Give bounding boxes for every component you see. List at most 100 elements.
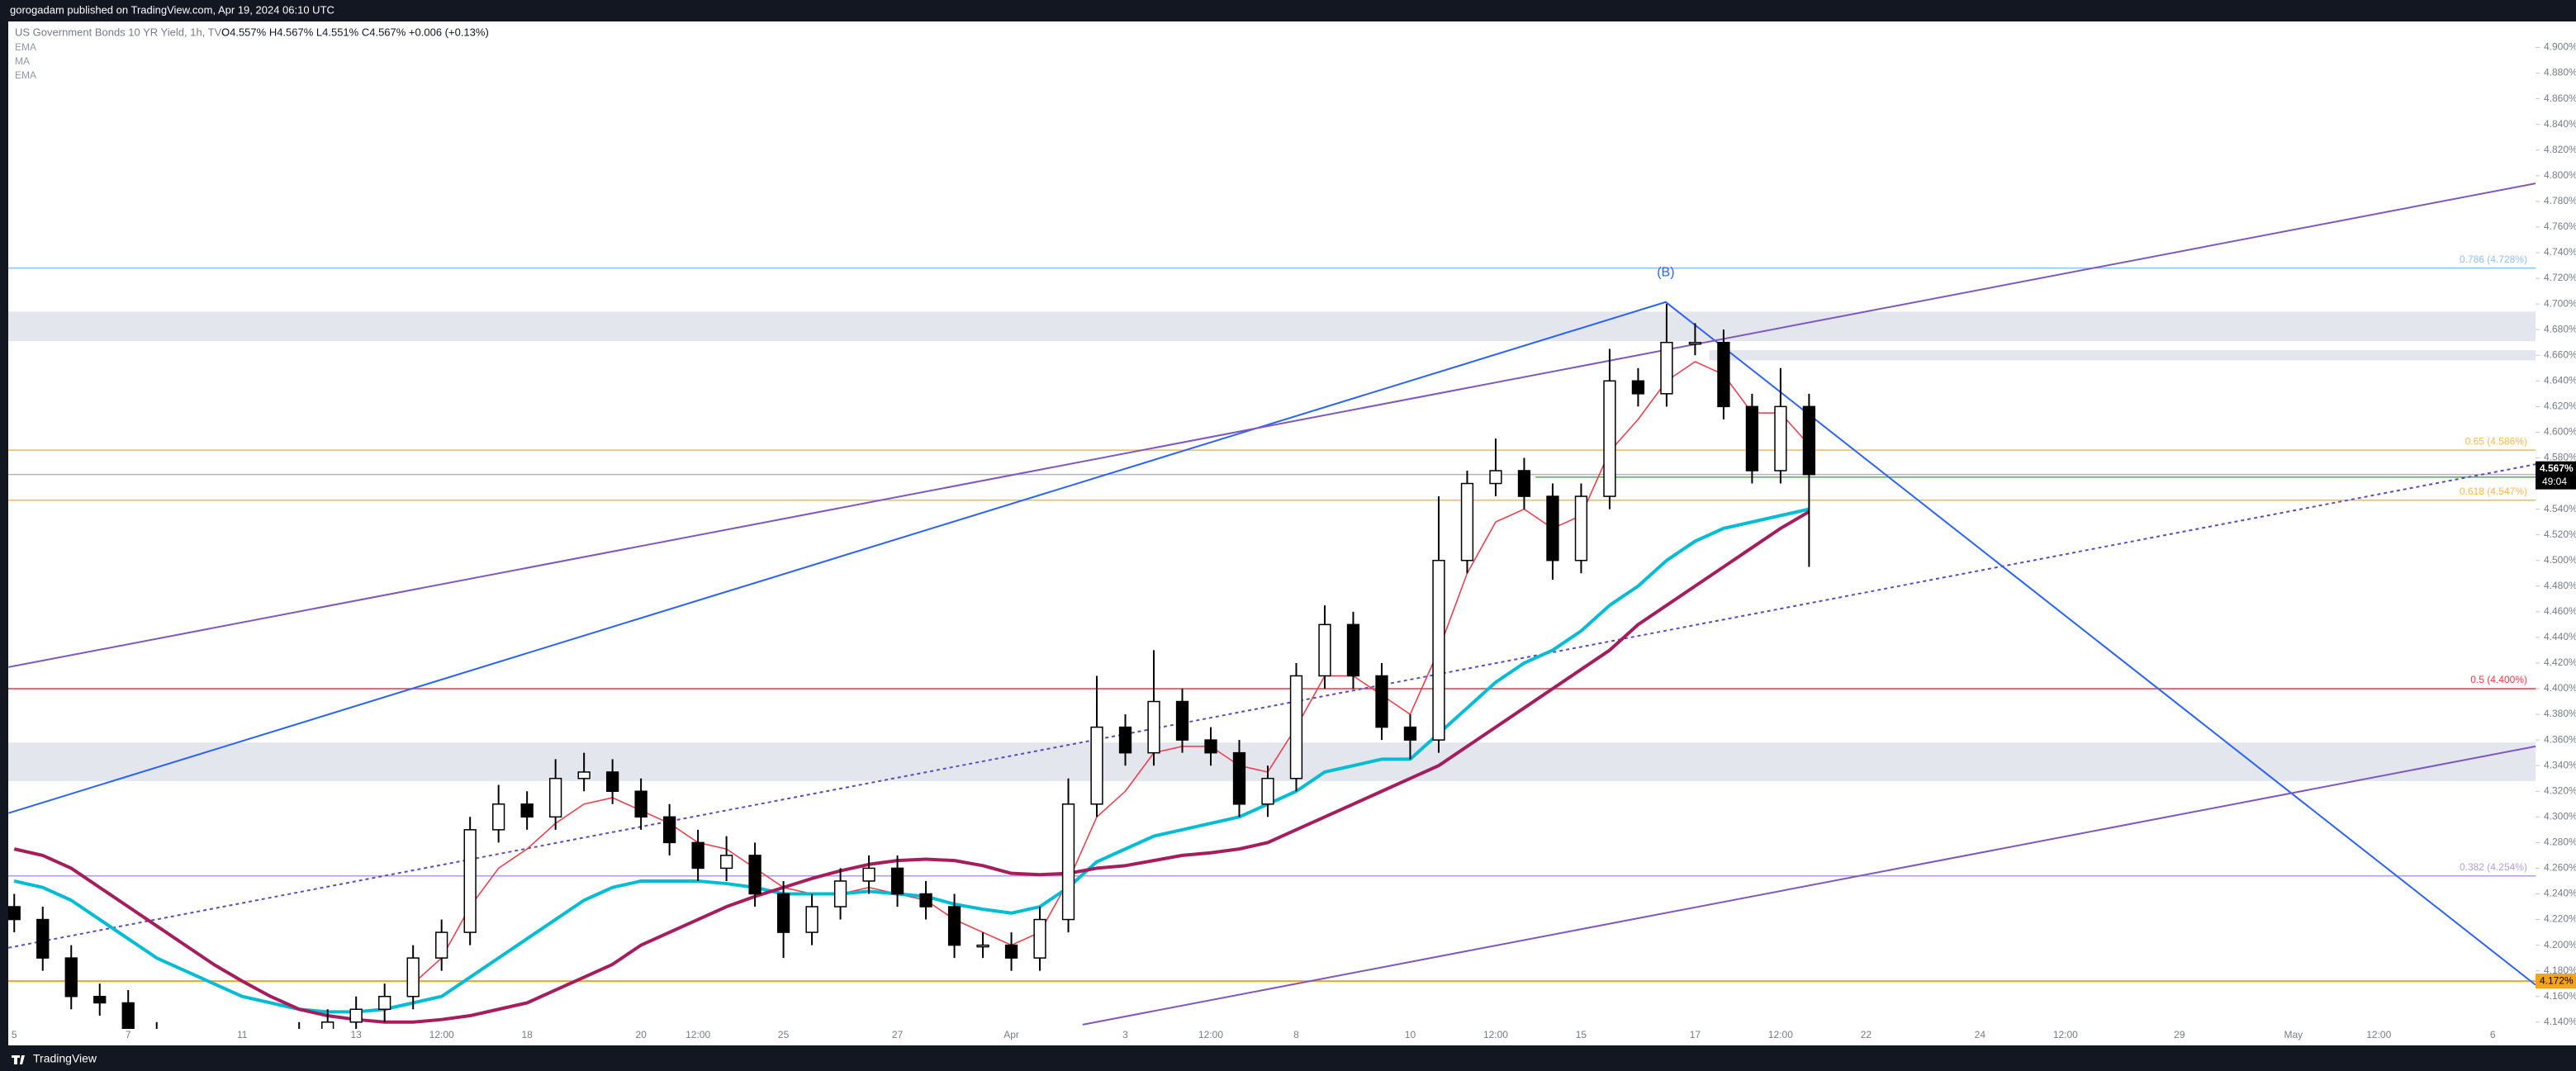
y-tick-label: 4.320% [2544,784,2576,796]
candle-body [605,771,619,792]
candle-body [691,841,704,870]
y-tick-label: 4.480% [2544,580,2576,591]
candle-body [1204,739,1217,754]
top-bar [0,0,2576,21]
x-tick-label: 12:00 [1483,1029,1508,1040]
candle-body [1318,623,1331,677]
x-tick-label: 25 [778,1029,790,1040]
y-tick-label: 4.240% [2544,888,2576,899]
candle-body [8,906,21,921]
candle-body [349,1008,363,1023]
candle-body [121,1002,135,1029]
y-tick-label: 4.380% [2544,708,2576,719]
indicator-label: EMA [15,41,36,53]
candle-body [1660,341,1673,395]
bottom-bar [0,1045,2576,1071]
candle-body [776,893,790,933]
trend-line [8,182,2536,668]
x-tick-label: 5 [12,1029,17,1040]
fib-label: 0.618 (4.547%) [2460,486,2527,497]
y-tick-label: 4.820% [2544,144,2576,155]
y-tick-label: 4.520% [2544,528,2576,540]
x-tick-label: 27 [892,1029,904,1040]
candle-body [976,944,989,948]
candle-body [1603,380,1616,497]
candle-body [435,931,448,959]
x-tick-label: 3 [1122,1029,1128,1040]
candle-body [805,906,818,933]
candle-body [378,995,391,1011]
left-border [0,0,8,1071]
moving-average [13,507,1810,1014]
y-tick-label: 4.700% [2544,297,2576,309]
x-tick-label: 8 [1293,1029,1299,1040]
candle-body [1489,470,1502,485]
candle-body [1033,918,1046,959]
y-tick-label: 4.200% [2544,939,2576,950]
x-tick-label: 18 [521,1029,533,1040]
logo [12,1055,25,1064]
countdown: 49:04 [2542,476,2567,487]
candle-body [1403,726,1417,741]
candle-body [1175,700,1189,741]
candle-body [862,867,875,882]
y-tick-label: 4.760% [2544,220,2576,232]
candle-body [321,1021,334,1029]
x-tick-label: May [2284,1029,2303,1040]
candle-body [634,790,648,818]
candle-body [1546,495,1559,562]
fib-label: 0.786 (4.728%) [2460,254,2527,265]
x-tick-label: 12:00 [429,1029,454,1040]
x-tick-label: 12:00 [1198,1029,1223,1040]
y-tick-label: 4.800% [2544,169,2576,181]
y-tick-label: 4.780% [2544,195,2576,206]
candle-body [748,855,761,895]
indicator-label: EMA [15,69,36,81]
candle-body [1432,559,1445,741]
candle-body [1004,944,1018,959]
support-tag [2536,974,2576,989]
candle-body [1346,623,1360,677]
candle-body [1289,675,1303,780]
x-tick-label: 13 [351,1029,363,1040]
candle-body [919,893,932,908]
y-tick-label: 4.580% [2544,452,2576,463]
candle-body [1261,777,1274,805]
y-tick-label: 4.460% [2544,605,2576,617]
candle-body [1745,405,1759,472]
y-tick-label: 4.300% [2544,810,2576,822]
candle-body [1375,675,1388,728]
indicator-label: MA [15,55,30,67]
fib-label: 0.5 (4.400%) [2470,674,2527,685]
x-tick-label: 10 [1405,1029,1416,1040]
candle-body [1460,482,1474,562]
candle-body [1802,405,1816,476]
x-tick-label: 22 [1861,1029,1872,1040]
y-tick-label: 4.500% [2544,554,2576,566]
fib-label: 0.65 (4.586%) [2465,435,2527,447]
candle-body [93,995,107,1004]
support-tag-label: 4.172% [2540,974,2574,986]
y-tick-label: 4.680% [2544,323,2576,334]
price-tag-label: 4.567% [2540,462,2574,474]
candle-body [833,880,847,908]
ohlc-legend: O4.557% H4.567% L4.551% C4.567% +0.006 (… [221,26,489,38]
wave-label: (B) [1657,265,1674,279]
y-tick-label: 4.220% [2544,913,2576,925]
candle-body [719,855,733,870]
plot-area: 0.786 (4.728%) 0.65 (4.586%) 0.618 (4.547%… [8,182,2536,1029]
y-tick-label: 4.160% [2544,990,2576,1002]
candle-body [947,906,961,946]
y-tick-label: 4.420% [2544,656,2576,668]
y-tick-label: 4.400% [2544,682,2576,694]
x-tick-label: 7 [126,1029,131,1040]
y-tick-label: 4.260% [2544,862,2576,874]
y-tick-label: 4.600% [2544,426,2576,438]
y-tick-label: 4.140% [2544,1016,2576,1027]
x-tick-label: 6 [2490,1029,2496,1040]
zone [1709,350,2536,361]
candle-body [1574,495,1588,562]
x-tick-label: 20 [635,1029,647,1040]
candle-body [548,777,562,818]
